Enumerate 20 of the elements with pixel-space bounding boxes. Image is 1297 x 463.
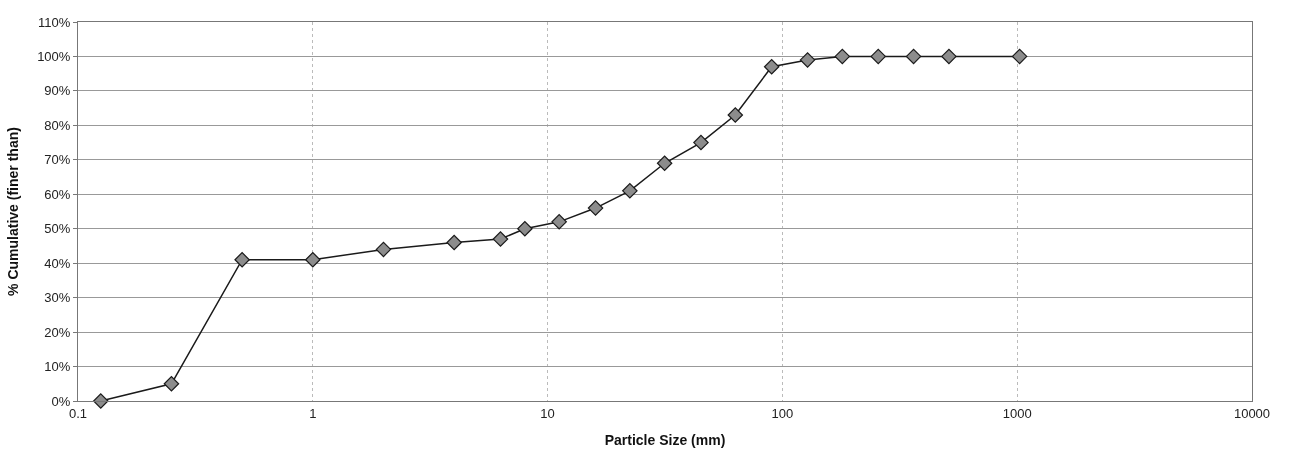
y-tick-label: 80% bbox=[44, 117, 71, 133]
x-tick-label: 10000 bbox=[1233, 405, 1271, 421]
y-tick-label: 40% bbox=[44, 255, 71, 271]
x-tick-label: 100 bbox=[771, 405, 794, 421]
y-tick-label: 60% bbox=[44, 186, 71, 202]
y-tick-label: 110% bbox=[38, 14, 71, 30]
y-tick-label: 10% bbox=[44, 359, 71, 375]
y-axis-title: % Cumulative (finer than) bbox=[4, 127, 21, 296]
x-axis-title: Particle Size (mm) bbox=[604, 431, 726, 448]
y-tick-label: 20% bbox=[44, 324, 71, 340]
y-tick-label: 100% bbox=[37, 49, 71, 64]
x-tick-label: 1000 bbox=[1002, 405, 1032, 421]
y-tick-label: 70% bbox=[44, 152, 71, 168]
x-tick-label: 1 bbox=[309, 405, 317, 421]
x-tick-label: 0.1 bbox=[68, 405, 88, 421]
y-tick-label: 0% bbox=[51, 393, 71, 409]
y-tick-label: 50% bbox=[44, 221, 71, 237]
y-tick-label: 30% bbox=[44, 290, 71, 306]
x-tick-label: 10 bbox=[540, 405, 555, 421]
y-tick-label: 90% bbox=[44, 83, 71, 99]
